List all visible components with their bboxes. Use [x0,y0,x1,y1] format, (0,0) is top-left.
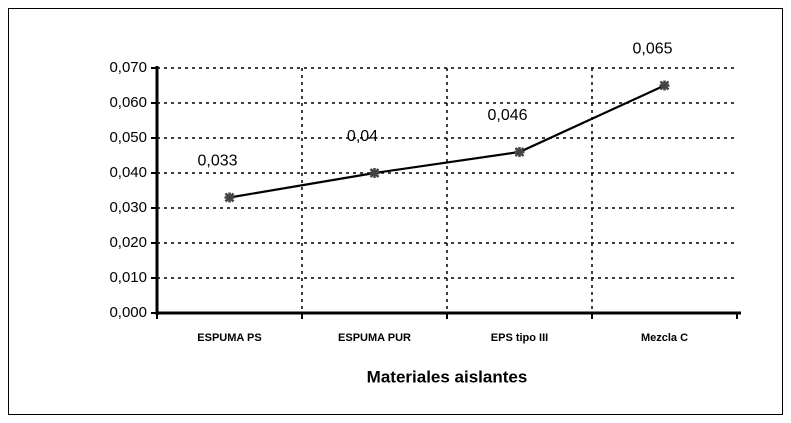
y-tick-label: 0,010 [109,269,147,286]
y-tick-label: 0,020 [109,234,147,251]
y-tick-label: 0,030 [109,199,147,216]
y-tick-label: 0,000 [109,304,147,321]
data-point [224,192,235,203]
chart-border [8,8,783,415]
x-axis-title: Materiales aislantes [367,367,528,386]
x-tick-label: EPS tipo III [491,332,548,344]
x-tick-label: ESPUMA PUR [338,332,411,344]
data-label: 0,033 [197,153,237,170]
data-label: 0,046 [487,107,527,124]
data-label: 0,065 [632,41,672,58]
data-point [514,147,525,157]
x-tick-label: ESPUMA PS [197,332,261,344]
y-tick-label: 0,040 [109,164,147,181]
data-point [369,168,380,178]
x-tick-label: Mezcla C [641,332,688,344]
y-tick-label: 0,050 [109,129,147,146]
data-label: 0,04 [347,128,378,145]
data-line [229,84,665,199]
data-point [659,80,670,91]
y-tick-label: 0,060 [109,94,147,111]
y-tick-label: 0,070 [109,59,147,76]
